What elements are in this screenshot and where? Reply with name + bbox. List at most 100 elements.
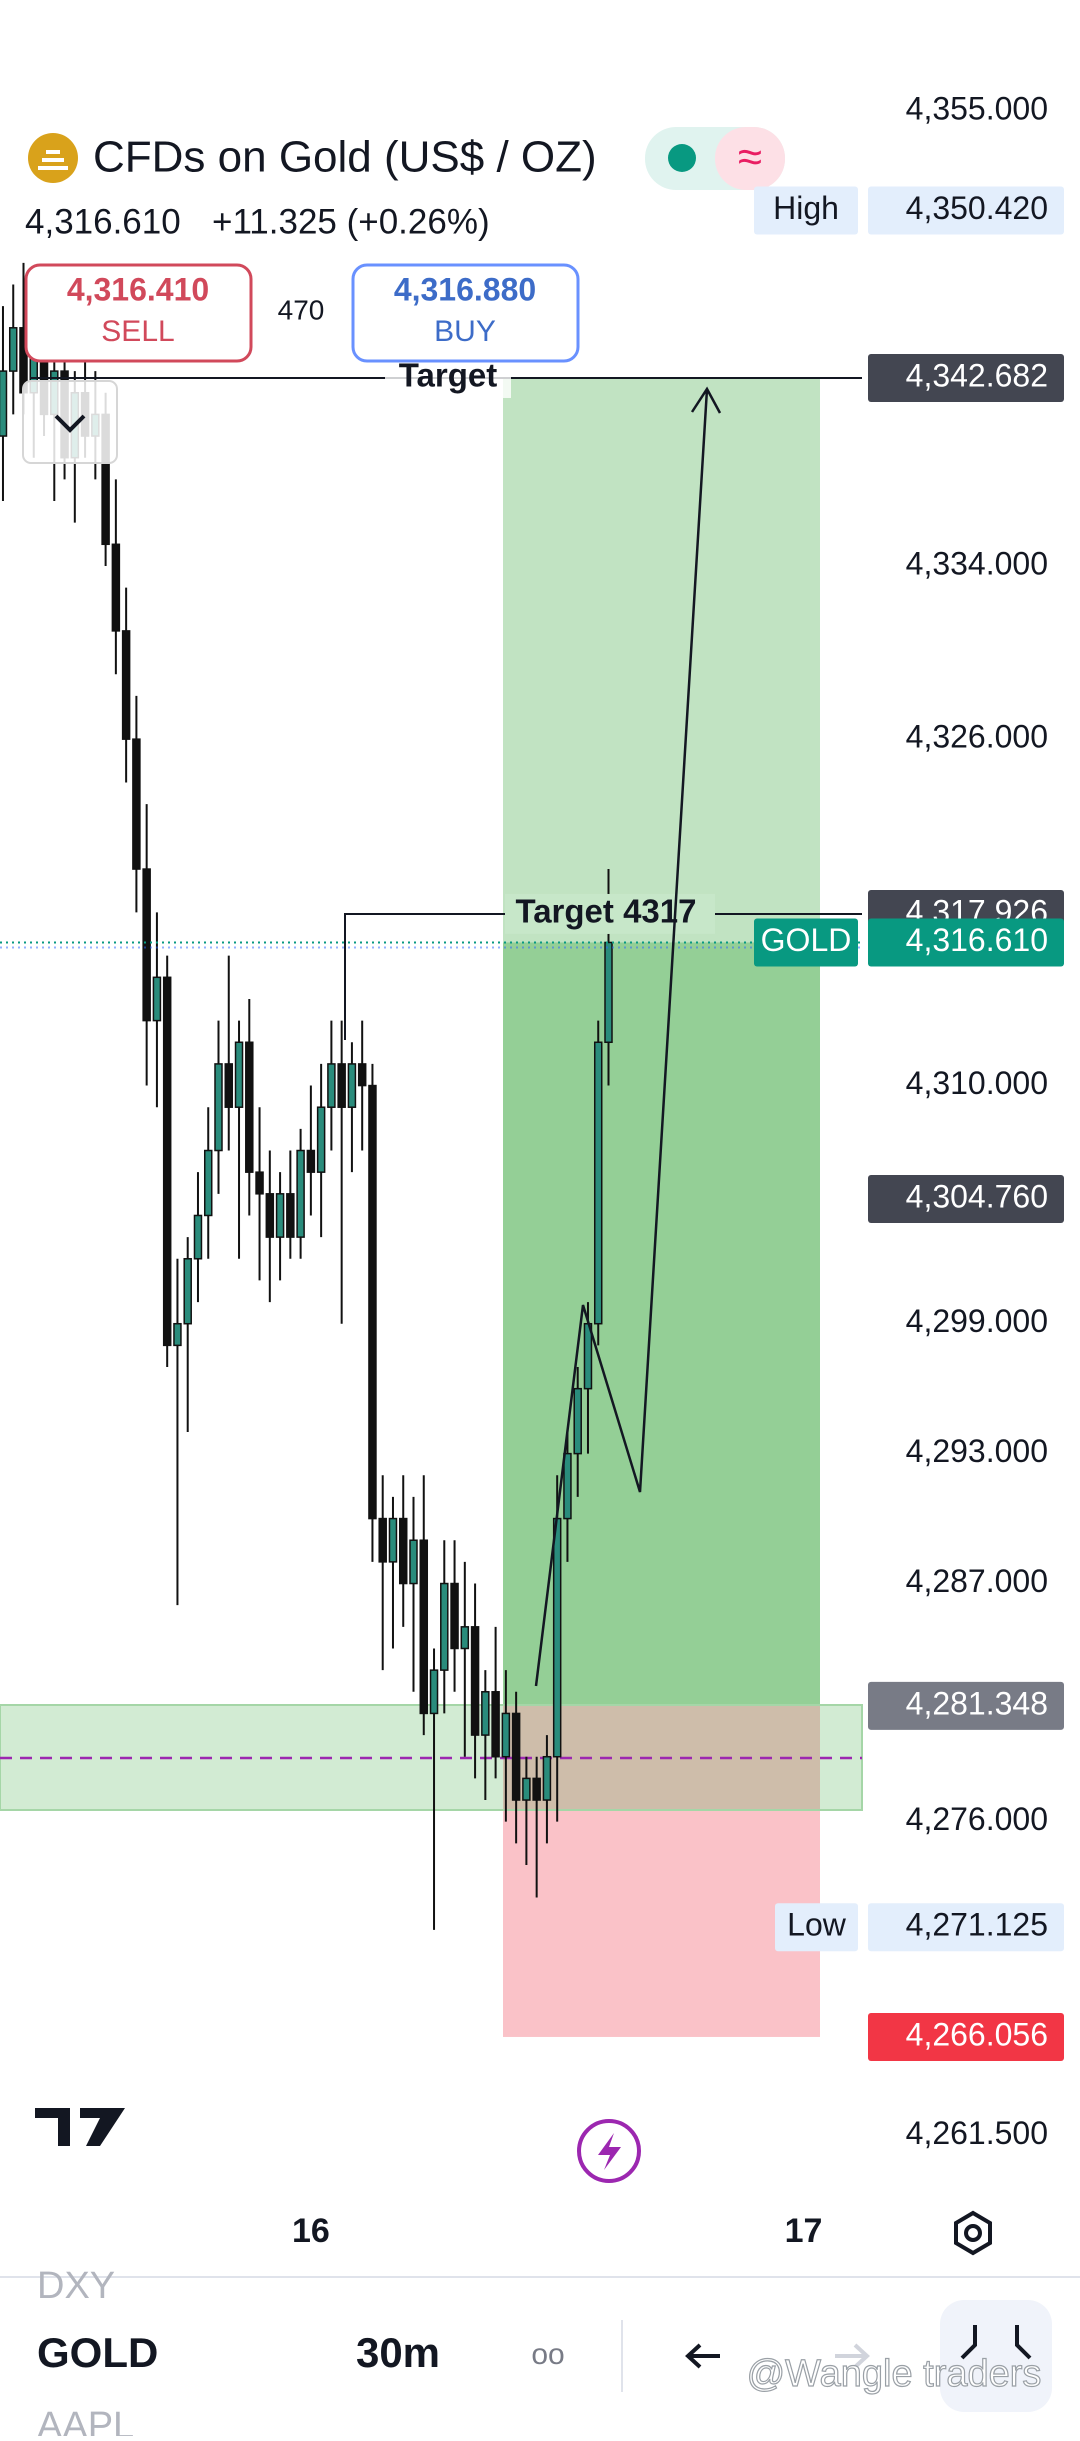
- price-label-box: [868, 186, 1064, 235]
- candle-body: [419, 1539, 429, 1715]
- watermark: @Wangle traders: [747, 2353, 1042, 2395]
- price-label: 4,281.348: [906, 1685, 1048, 1721]
- candle-body: [573, 1387, 582, 1455]
- y-tick-label: 4,326.000: [906, 719, 1048, 755]
- lightning: [598, 2133, 621, 2170]
- price-label: 4,342.682: [906, 357, 1048, 393]
- price-label: 4,304.760: [906, 1178, 1048, 1214]
- arrow-head: [690, 386, 722, 414]
- fullscreen-button[interactable]: [940, 2300, 1052, 2412]
- chevron: [54, 414, 86, 433]
- candle-body: [306, 1149, 316, 1173]
- candle-body: [563, 1452, 572, 1520]
- sell-button[interactable]: [24, 263, 253, 363]
- candle-body: [481, 1691, 490, 1736]
- y-tick-label: 4,355.000: [906, 91, 1048, 127]
- price-label-box: [868, 1175, 1064, 1224]
- settings-button[interactable]: [954, 2210, 992, 2256]
- candle-body: [8, 327, 18, 372]
- candle-body: [203, 1149, 213, 1217]
- settings-dot: [964, 2224, 982, 2242]
- candle-body: [121, 630, 131, 740]
- fullscreen-icon: [960, 2325, 1032, 2360]
- candle-body: [542, 1755, 552, 1801]
- status-wave: ≈: [738, 133, 762, 182]
- candle-body: [398, 1517, 408, 1585]
- buy-button[interactable]: [351, 263, 580, 363]
- price-label: 4,271.125: [906, 1907, 1048, 1943]
- y-tick-label: 4,310.000: [906, 1065, 1048, 1101]
- candle-body: [440, 1582, 449, 1671]
- y-tick-label: 4,261.500: [906, 2115, 1048, 2151]
- price-label-box: [868, 353, 1064, 402]
- candle-body: [460, 1626, 470, 1650]
- annotation: Target 4317: [516, 893, 697, 930]
- candle-body: [450, 1582, 459, 1650]
- price-label: 4,350.420: [906, 190, 1048, 226]
- logo-icon: [38, 150, 68, 170]
- buy-price: 4,316.880: [394, 271, 536, 307]
- price-tag: High: [773, 190, 839, 226]
- price-label: 4,316.610: [906, 922, 1048, 958]
- candle-body: [409, 1539, 418, 1585]
- candle-body: [501, 1712, 511, 1758]
- candle-body: [327, 1063, 336, 1108]
- candle-body: [255, 1171, 264, 1195]
- price-label-box: [868, 1903, 1064, 1952]
- candle-body: [234, 1041, 244, 1108]
- buy-label: BUY: [434, 315, 496, 348]
- candle-body: [0, 370, 8, 437]
- price-change: +11.325 (+0.26%): [212, 202, 490, 241]
- annotation: Target: [399, 357, 497, 394]
- candle-body: [224, 1063, 234, 1108]
- annotation-bg: [385, 357, 511, 398]
- price-tag: Low: [787, 1907, 847, 1943]
- target-zone: [503, 377, 820, 943]
- candle-body: [388, 1517, 398, 1563]
- symbol-prev[interactable]: DXY: [37, 2265, 115, 2307]
- y-tick-label: 4,299.000: [906, 1303, 1048, 1339]
- candle-body: [183, 1258, 192, 1325]
- x-tick-label: 17: [785, 2212, 823, 2250]
- candle-body: [316, 1106, 326, 1173]
- symbol-next[interactable]: AAPL: [37, 2405, 134, 2441]
- stop-zone: [503, 1705, 820, 2037]
- sell-price: 4,316.410: [67, 271, 209, 307]
- redo-button[interactable]: [835, 2343, 870, 2369]
- price-tag-box: [754, 186, 858, 235]
- candle-body: [522, 1777, 531, 1801]
- candle-body: [142, 868, 151, 1022]
- candle-body: [286, 1193, 295, 1238]
- chart-type-icon[interactable]: oo: [531, 2338, 564, 2371]
- header-bg: [0, 110, 640, 205]
- x-tick-label: 16: [292, 2212, 330, 2250]
- price-tag-box: [775, 1903, 858, 1952]
- candle-body: [357, 1063, 367, 1087]
- profit-zone: [503, 942, 820, 1706]
- price-label-box: [868, 1681, 1064, 1730]
- candle-body: [470, 1626, 480, 1736]
- y-tick-label: 4,293.000: [906, 1433, 1048, 1469]
- undo-button[interactable]: [685, 2343, 720, 2369]
- collapse-button[interactable]: [22, 380, 118, 464]
- candle-body: [491, 1691, 500, 1758]
- annotation-bg: [505, 893, 715, 934]
- spread: 470: [278, 294, 325, 325]
- candle-body: [111, 543, 121, 632]
- symbol-title[interactable]: CFDs on Gold (US$ / OZ): [93, 133, 597, 182]
- interval[interactable]: 30m: [356, 2329, 440, 2376]
- price-tag: GOLD: [761, 922, 852, 958]
- y-tick-label: 4,287.000: [906, 1563, 1048, 1599]
- candle-body: [532, 1777, 541, 1801]
- price-label: 4,266.056: [906, 2016, 1048, 2052]
- candle-body: [337, 1063, 346, 1108]
- price-label-box: [868, 2012, 1064, 2061]
- price-label-box: [868, 918, 1064, 967]
- candle-body: [245, 1041, 254, 1173]
- candle-body: [214, 1063, 223, 1152]
- symbol[interactable]: GOLD: [37, 2329, 158, 2376]
- status-dot: [668, 144, 696, 172]
- candle-body: [296, 1149, 305, 1238]
- candle-body: [162, 976, 172, 1347]
